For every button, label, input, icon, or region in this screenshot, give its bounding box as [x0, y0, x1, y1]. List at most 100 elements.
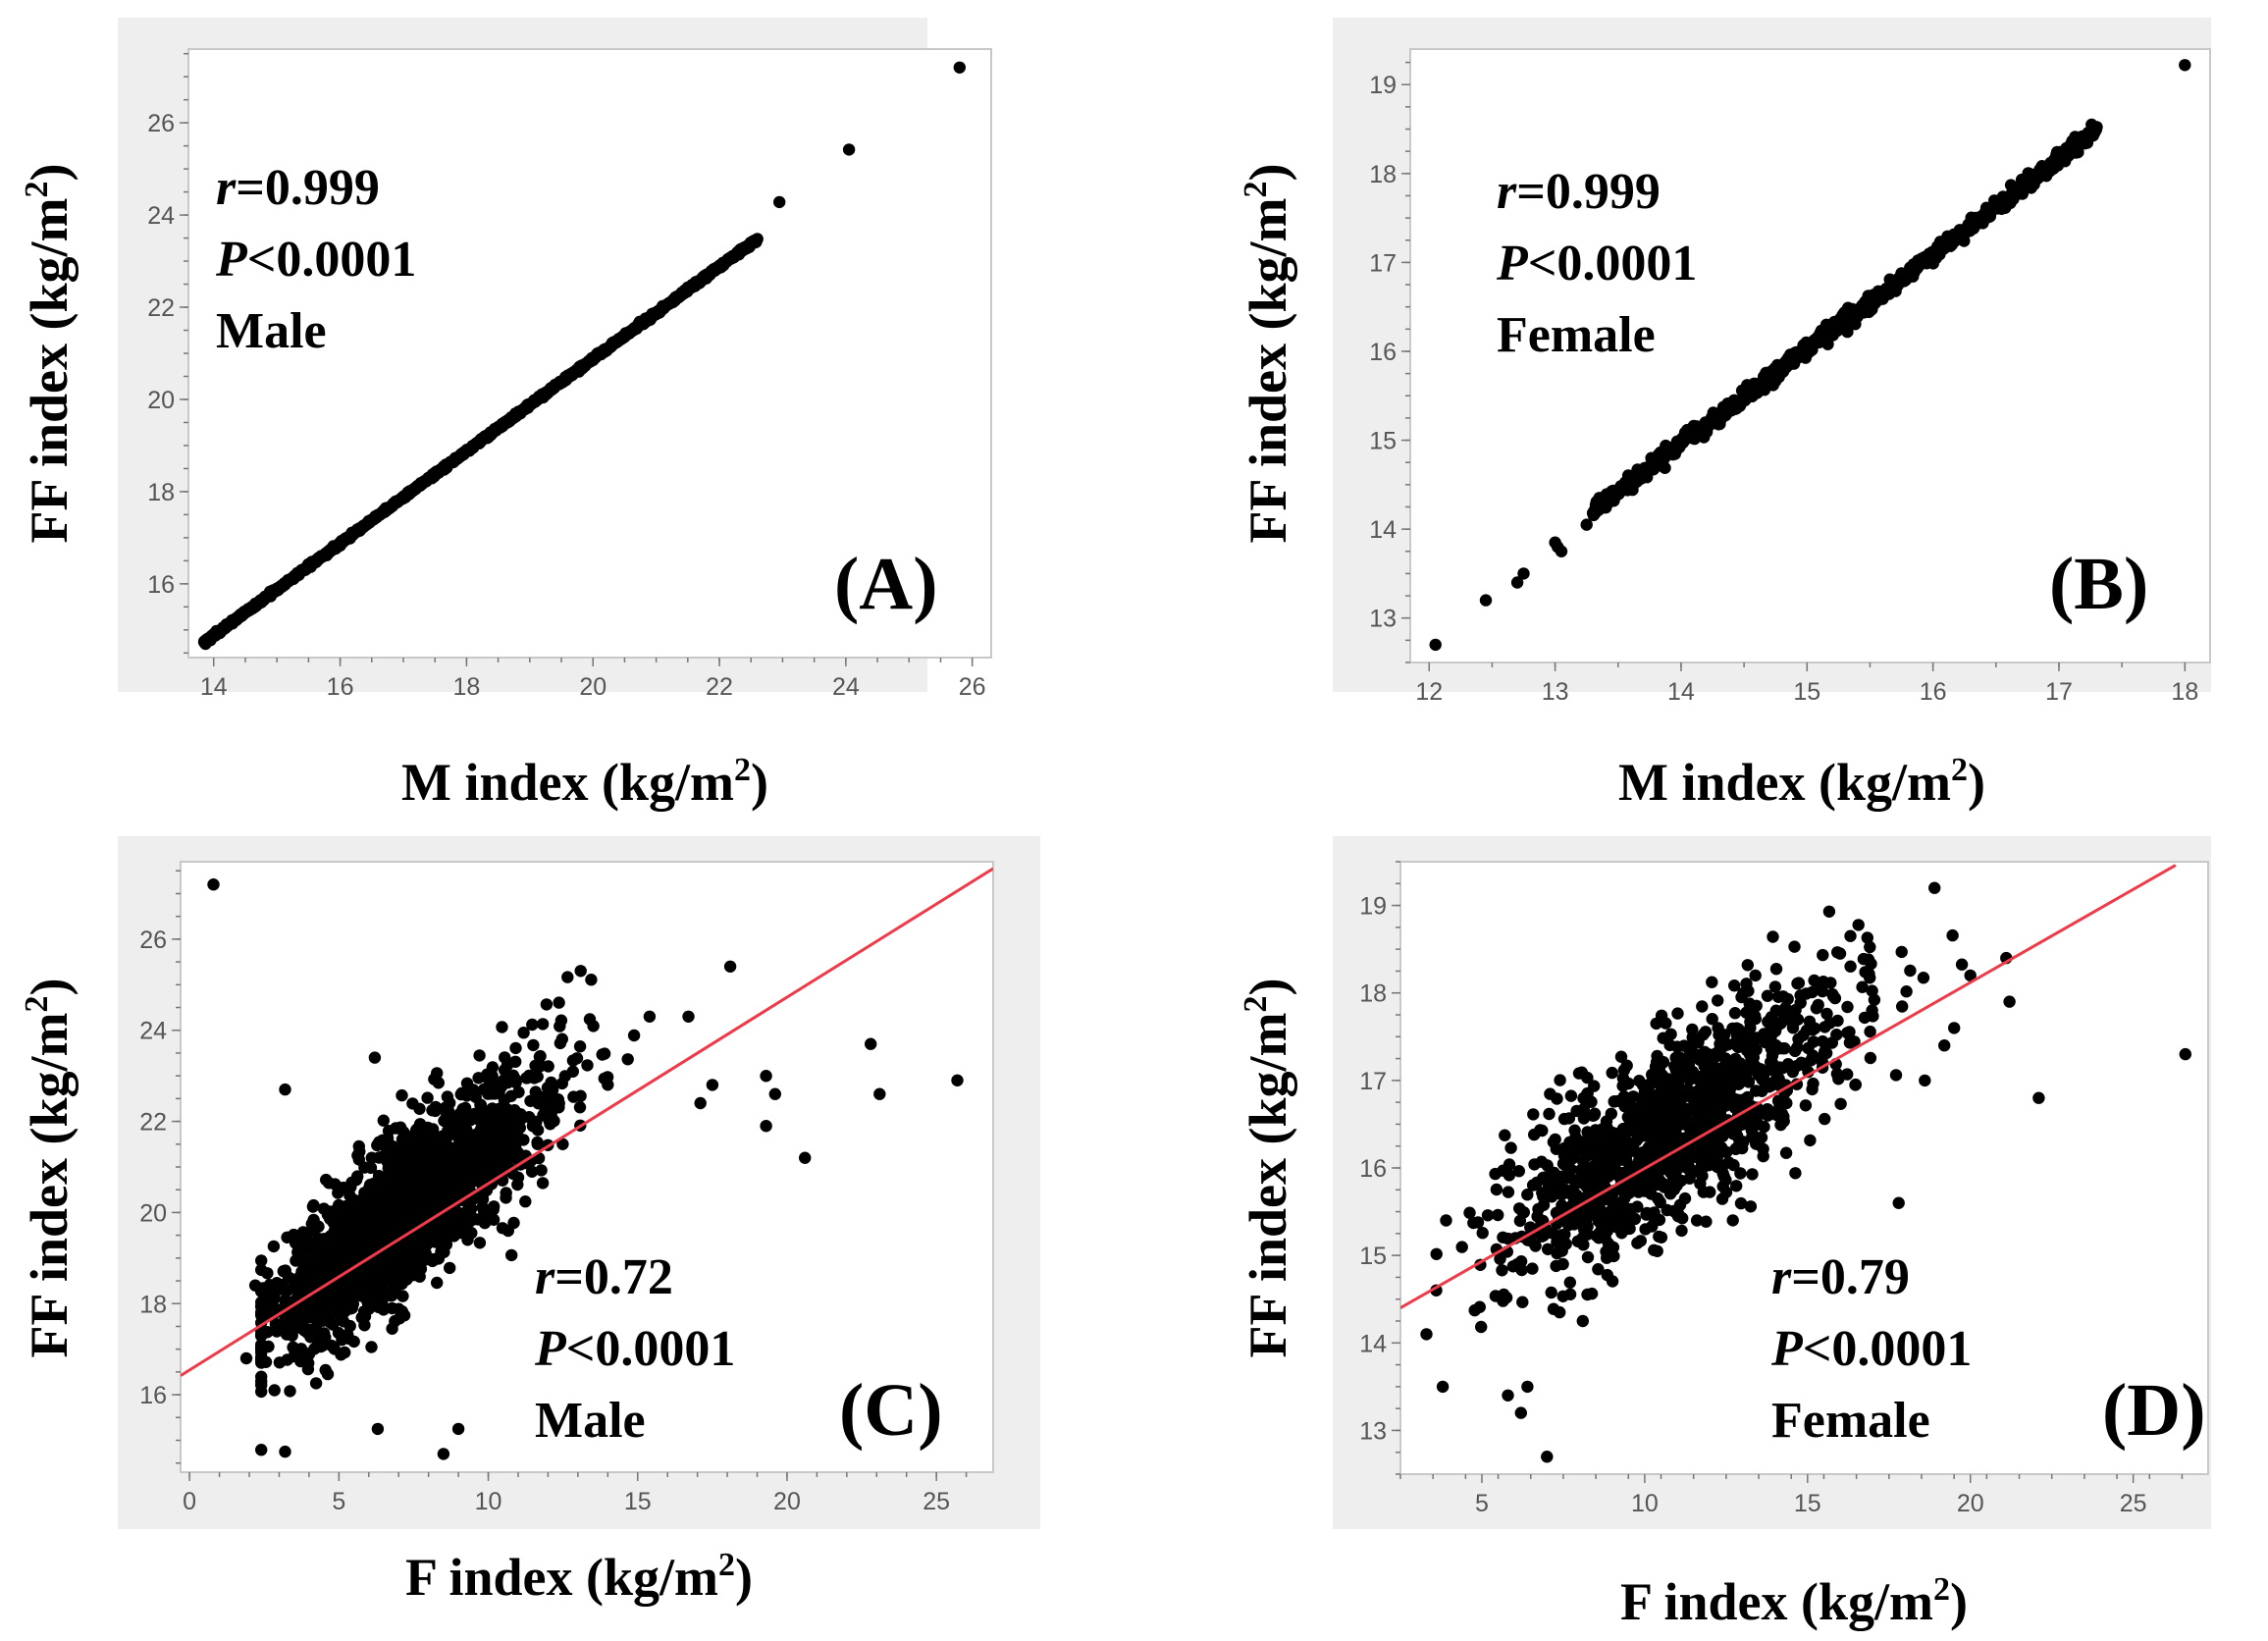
data-point: [320, 1173, 333, 1187]
data-point: [1824, 977, 1837, 989]
data-point: [493, 1085, 505, 1099]
data-point: [1822, 905, 1836, 918]
data-point: [1618, 1136, 1631, 1149]
data-point: [444, 1164, 457, 1178]
x-tick-label: 25: [923, 1488, 950, 1515]
data-point: [799, 1151, 812, 1164]
data-point: [953, 61, 966, 74]
x-tick-label: 26: [959, 673, 986, 701]
y-tick-label: 24: [139, 1018, 167, 1045]
data-point: [512, 1085, 525, 1099]
data-point: [1761, 1103, 1774, 1116]
data-point: [460, 1077, 474, 1090]
data-point: [536, 1177, 550, 1190]
data-point: [1543, 1107, 1556, 1121]
y-tick-label: 14: [1369, 516, 1397, 544]
data-point: [1708, 1060, 1720, 1073]
data-point: [1476, 1227, 1489, 1240]
data-point: [1545, 1286, 1557, 1299]
data-point: [1795, 1056, 1808, 1070]
data-point: [1744, 1022, 1757, 1034]
data-point: [1819, 1021, 1831, 1033]
data-point: [1577, 1112, 1591, 1125]
data-point: [441, 1109, 453, 1122]
data-point: [1758, 1068, 1770, 1082]
data-point: [1852, 919, 1865, 931]
x-tick-label: 16: [1920, 678, 1947, 706]
data-point: [1896, 1000, 1909, 1013]
data-point: [566, 1065, 579, 1079]
data-point: [349, 1229, 362, 1243]
x-axis-title: M index (kg/m2): [401, 752, 768, 812]
data-point: [1804, 1134, 1817, 1147]
data-point: [452, 1206, 466, 1220]
data-point: [506, 1069, 520, 1083]
data-point: [1958, 235, 1971, 247]
data-point: [309, 1377, 323, 1390]
data-point: [517, 1134, 530, 1146]
data-point: [487, 1077, 501, 1089]
data-point: [1636, 1092, 1649, 1106]
data-point: [1601, 1251, 1613, 1264]
data-point: [255, 1254, 268, 1267]
data-point: [279, 1083, 291, 1096]
data-point: [1789, 1167, 1802, 1180]
data-point: [1817, 948, 1829, 962]
y-axis-title: FF index (kg/m2): [19, 979, 79, 1358]
data-point: [442, 1180, 454, 1192]
data-point: [1608, 1167, 1621, 1181]
data-point: [1866, 984, 1878, 997]
data-point: [382, 1125, 396, 1138]
data-point: [230, 611, 242, 625]
data-point: [1735, 1118, 1749, 1132]
data-point: [1769, 1043, 1782, 1056]
data-point: [455, 1181, 469, 1193]
data-point: [1481, 1209, 1495, 1222]
data-point: [1564, 1163, 1578, 1176]
data-point: [1580, 518, 1593, 531]
y-tick-label: 19: [1359, 893, 1387, 921]
data-point: [396, 1290, 409, 1302]
data-point: [1728, 1007, 1742, 1020]
data-point: [1571, 1235, 1585, 1248]
y-tick-label: 18: [139, 1291, 167, 1318]
data-point: [1588, 1080, 1601, 1092]
x-tick-label: 20: [1957, 1490, 1984, 1517]
data-point: [267, 1240, 281, 1253]
data-point: [585, 974, 598, 986]
data-point: [441, 1090, 454, 1103]
data-point: [1734, 1065, 1747, 1078]
data-point: [842, 143, 856, 156]
data-point: [474, 1168, 487, 1181]
data-point: [2179, 59, 2191, 72]
data-point: [1792, 1032, 1805, 1045]
data-point: [1856, 980, 1869, 993]
data-point: [339, 1210, 351, 1223]
data-point: [489, 1135, 502, 1148]
scatter-points: [197, 61, 966, 651]
data-point: [362, 1302, 376, 1315]
panel-b: 12 13 14 15 16 17 1813141516171819r=0.999P<0.0…: [1238, 18, 2211, 812]
data-point: [1769, 963, 1783, 976]
data-point: [358, 1187, 371, 1199]
data-point: [1831, 1014, 1844, 1028]
data-point: [567, 1090, 580, 1103]
data-point: [1698, 1060, 1711, 1073]
data-point: [694, 1096, 707, 1110]
data-point: [1807, 1049, 1820, 1062]
data-point: [1581, 1250, 1595, 1264]
y-tick-label: 16: [1359, 1155, 1387, 1183]
data-point: [1841, 325, 1854, 339]
r-value-text: r=0.999: [216, 160, 380, 216]
y-tick-label: 24: [147, 202, 175, 230]
data-point: [509, 1041, 522, 1055]
data-point: [456, 1102, 469, 1116]
y-axis-title: FF index (kg/m2): [19, 164, 79, 544]
data-point: [1726, 1214, 1739, 1227]
x-tick-label: 18: [2171, 678, 2198, 706]
data-point: [364, 1161, 378, 1175]
data-point: [1494, 1252, 1506, 1265]
data-point: [1946, 928, 1959, 942]
